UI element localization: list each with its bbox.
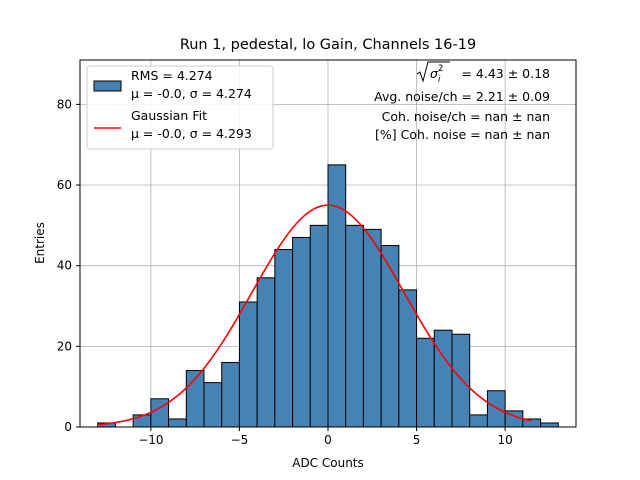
histogram-bar [150,398,170,428]
legend: RMS = 4.274 μ = -0.0, σ = 4.274 Gaussian… [86,65,274,150]
y-axis-ticks: 0 20 40 60 80 [57,97,80,434]
y-tick-label: 60 [57,178,72,192]
histogram-bar [451,333,471,428]
legend-histogram-swatch [93,80,122,92]
svg-text:i: i [438,75,441,85]
legend-fit-params: μ = -0.0, σ = 4.293 [131,126,252,141]
histogram-bar [540,422,559,428]
histogram-bar [416,337,435,428]
histogram-bar [168,418,187,428]
x-tick-label: 0 [324,433,332,447]
legend-box [86,65,274,150]
histogram-bar [292,236,311,428]
histogram-bar [309,224,329,428]
histogram-bar [380,245,400,428]
histogram-bar [238,301,258,428]
noise-annotations: σ 2 i = 4.43 ± 0.18 Avg. noise/ch = 2.21… [374,61,550,142]
histogram-bar [345,224,364,428]
gaussian-fit-curve [97,204,532,426]
y-tick-label: 20 [57,339,72,353]
y-tick-label: 0 [64,420,72,434]
legend-histogram-rms: RMS = 4.274 [131,68,213,83]
y-tick-label: 80 [57,97,72,111]
histogram-bar [203,382,223,428]
histogram-bar [433,329,453,428]
histogram-bars [97,164,559,428]
svg-text:2: 2 [438,64,443,74]
svg-text:σ: σ [430,66,439,81]
y-tick-label: 40 [57,259,72,273]
x-tick-label: −5 [231,433,249,447]
histogram-bar [256,277,276,428]
legend-fit-label: Gaussian Fit [131,108,207,123]
sqrt-sigma-symbol: σ 2 i [416,61,450,85]
legend-histogram-params: μ = -0.0, σ = 4.274 [131,86,252,101]
y-axis-label: Entries [33,222,47,264]
x-axis-ticks: −10 −5 0 5 10 [138,427,513,447]
x-axis-label: ADC Counts [292,456,364,470]
histogram-bar [274,249,294,428]
histogram-bar [486,390,506,428]
histogram-bar [469,414,488,428]
sqrt-sigma-value: = 4.43 ± 0.18 [461,66,550,81]
histogram-bar [362,228,382,428]
coh-noise-percent-annotation: [%] Coh. noise = nan ± nan [375,127,550,142]
x-tick-label: 10 [498,433,513,447]
x-tick-label: 5 [413,433,421,447]
x-tick-label: −10 [138,433,163,447]
avg-noise-annotation: Avg. noise/ch = 2.21 ± 0.09 [374,89,550,104]
coh-noise-annotation: Coh. noise/ch = nan ± nan [382,109,550,124]
histogram-bar [221,361,240,428]
histogram-bar [132,414,152,428]
chart-title: Run 1, pedestal, lo Gain, Channels 16-19 [180,37,476,53]
histogram-bar [327,164,347,428]
